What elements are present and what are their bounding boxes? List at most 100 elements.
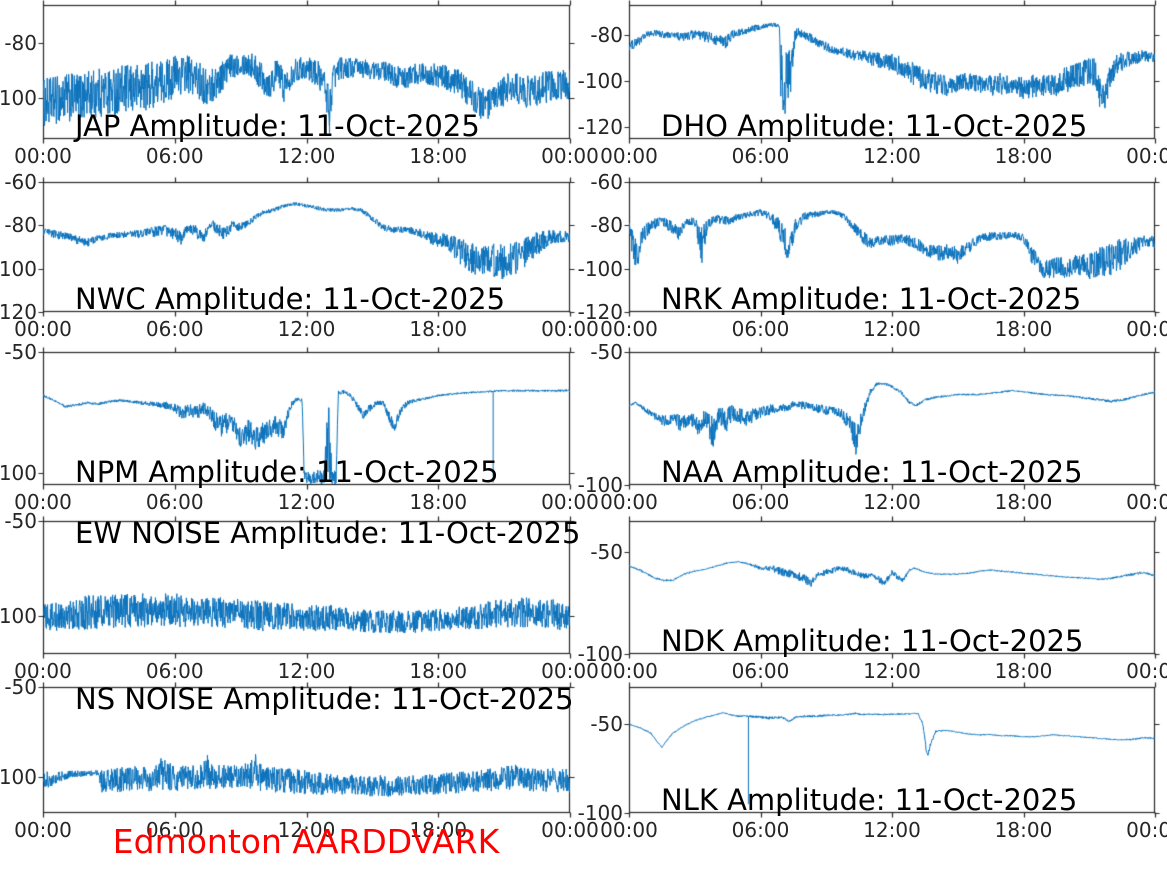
x-tick-label: 00:00	[14, 818, 72, 842]
x-tick-label: 06:00	[731, 144, 790, 168]
x-tick-label: 00:00	[541, 144, 599, 168]
subplot-nwc: NWC Amplitude: 11-Oct-2025 00:00 06:00 12:…	[0, 170, 599, 341]
y-tick-label: -50	[590, 712, 623, 737]
x-tick-label: 18:00	[994, 317, 1053, 341]
x-tick-label: 00:00	[600, 144, 658, 168]
x-tick-label: 18:00	[994, 659, 1053, 683]
y-tick-label: -50	[590, 340, 623, 364]
x-tick-label: 18:00	[409, 144, 468, 168]
x-tick-label: 00:00	[14, 659, 72, 683]
subplot-ns-noise: NS NOISE Amplitude: 11-Oct-2025 00:00 06:…	[0, 675, 599, 842]
y-tick-label: -50	[4, 509, 37, 533]
subplot-ew-noise: EW NOISE Amplitude: 11-Oct-2025 00:00 06:…	[0, 509, 599, 683]
x-tick-label: 00:00	[600, 490, 658, 514]
x-tick-label: 12:00	[863, 317, 921, 341]
x-tick-label: 12:00	[863, 490, 921, 514]
subplot-naa: NAA Amplitude: 11-Oct-2025 00:00 06:00 12:…	[578, 340, 1167, 514]
x-tick-label: 12:00	[863, 144, 921, 168]
x-tick-label: 00:00	[1126, 317, 1167, 341]
x-tick-label: 12:00	[863, 818, 921, 842]
y-tick-label: -100	[577, 642, 623, 666]
subplot-dho: DHO Amplitude: 11-Oct-2025 00:00 06:00 12:…	[578, 0, 1167, 168]
y-tick-label: -100	[577, 69, 623, 94]
subplot-ndk: NDK Amplitude: 11-Oct-2025 00:00 06:00 12:…	[578, 513, 1167, 683]
y-tick-label: -60	[590, 170, 623, 194]
x-tick-label: 18:00	[409, 818, 468, 842]
x-tick-label: 00:00	[14, 490, 72, 514]
y-tick-label: -80	[590, 23, 623, 48]
x-tick-label: 00:00	[600, 317, 658, 341]
jap-plot-canvas	[35, 0, 578, 147]
x-tick-label: 00:00	[1126, 490, 1167, 514]
plot-title-ew-noise: EW NOISE Amplitude: 11-Oct-2025	[75, 516, 581, 550]
x-tick-label: 18:00	[994, 818, 1053, 842]
y-tick-label: -120	[577, 115, 623, 140]
y-tick-label: -120	[0, 300, 37, 324]
station-footer-label: Edmonton AARDDVARK	[112, 822, 500, 861]
dho-plot-canvas	[621, 0, 1163, 147]
x-tick-label: 00:00	[14, 317, 72, 341]
x-tick-label: 00:00	[1126, 818, 1167, 842]
plot-title-ns-noise: NS NOISE Amplitude: 11-Oct-2025	[75, 682, 574, 716]
y-tick-label: -50	[590, 539, 623, 564]
plot-title-nrk: NRK Amplitude: 11-Oct-2025	[661, 281, 1082, 316]
x-tick-label: 00:00	[541, 317, 599, 341]
y-tick-label: -80	[590, 213, 623, 238]
x-tick-label: 00:00	[541, 659, 599, 683]
subplot-jap: JAP Amplitude: 11-Oct-2025 00:00 06:00 12:…	[0, 0, 599, 168]
x-tick-label: 18:00	[409, 490, 468, 514]
y-tick-label: -100	[0, 256, 37, 281]
x-tick-label: 18:00	[409, 659, 468, 683]
subplot-nlk: NLK Amplitude: 11-Oct-2025 00:00 06:00 12:…	[578, 679, 1167, 842]
x-tick-label: 00:00	[541, 490, 599, 514]
x-tick-label: 00:00	[1126, 144, 1167, 168]
plot-title-jap: JAP Amplitude: 11-Oct-2025	[75, 108, 480, 143]
x-tick-label: 00:00	[600, 659, 658, 683]
nrk-plot-canvas	[621, 174, 1163, 320]
y-tick-label: -50	[4, 675, 37, 699]
plot-title-ndk: NDK Amplitude: 11-Oct-2025	[661, 623, 1084, 658]
npm-plot-canvas	[35, 344, 578, 493]
y-tick-label: -120	[577, 300, 623, 324]
y-tick-label: -100	[0, 765, 37, 789]
x-tick-label: 06:00	[145, 490, 204, 514]
x-tick-label: 06:00	[145, 144, 204, 168]
x-tick-label: 12:00	[277, 317, 336, 341]
plot-title-nwc: NWC Amplitude: 11-Oct-2025	[75, 281, 506, 316]
plot-title-npm: NPM Amplitude: 11-Oct-2025	[75, 454, 499, 489]
x-tick-label: 00:00	[541, 818, 599, 842]
x-tick-label: 06:00	[731, 490, 790, 514]
nlk-plot-canvas	[621, 679, 1163, 821]
x-tick-label: 06:00	[145, 659, 204, 683]
y-tick-label: -100	[0, 604, 37, 628]
x-tick-label: 00:00	[1126, 659, 1167, 683]
subplot-nrk: NRK Amplitude: 11-Oct-2025 00:00 06:00 12:…	[578, 170, 1167, 341]
x-tick-label: 06:00	[731, 317, 790, 341]
x-tick-label: 06:00	[731, 659, 790, 683]
x-tick-label: 18:00	[994, 490, 1053, 514]
x-tick-label: 00:00	[14, 144, 72, 168]
y-tick-label: -50	[4, 340, 37, 364]
nwc-plot-canvas	[35, 174, 578, 320]
x-tick-label: 06:00	[145, 317, 204, 341]
ns-noise-plot-canvas	[35, 679, 578, 821]
x-tick-label: 06:00	[731, 818, 790, 842]
x-tick-label: 06:00	[145, 818, 204, 842]
x-tick-label: 12:00	[863, 659, 921, 683]
x-tick-label: 00:00	[600, 818, 658, 842]
subplot-npm: NPM Amplitude: 11-Oct-2025 00:00 06:00 12:…	[0, 340, 599, 514]
plot-title-dho: DHO Amplitude: 11-Oct-2025	[661, 108, 1088, 143]
y-tick-label: -100	[577, 801, 623, 825]
x-tick-label: 18:00	[994, 144, 1053, 168]
ndk-plot-canvas	[621, 513, 1163, 662]
ew-noise-plot-canvas	[35, 513, 578, 662]
x-tick-label: 12:00	[277, 659, 336, 683]
y-tick-label: -100	[0, 85, 37, 110]
x-tick-label: 12:00	[277, 818, 336, 842]
naa-plot-canvas	[621, 344, 1163, 493]
plot-title-naa: NAA Amplitude: 11-Oct-2025	[661, 454, 1083, 489]
y-tick-label: -60	[4, 170, 37, 194]
y-tick-label: -100	[577, 256, 623, 281]
plot-title-nlk: NLK Amplitude: 11-Oct-2025	[661, 782, 1078, 817]
